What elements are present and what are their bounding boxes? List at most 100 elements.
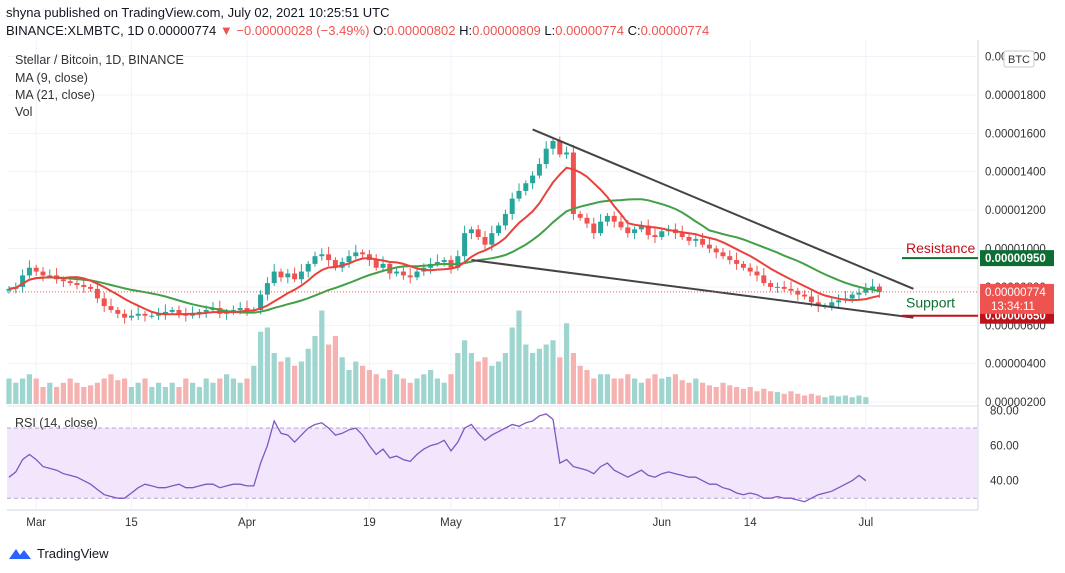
volume-bar <box>598 374 604 404</box>
candle-body <box>829 302 835 307</box>
candle-body <box>176 309 182 314</box>
volume-bar <box>13 382 19 404</box>
volume-bar <box>149 387 155 404</box>
upper-trendline <box>532 128 914 290</box>
resistance-price-text: 0.00000950 <box>985 253 1046 265</box>
candle-body <box>802 294 808 297</box>
candle-body <box>543 148 549 165</box>
legend-vol[interactable]: Vol <box>15 105 33 119</box>
rsi-line <box>8 413 867 503</box>
legend-ma21[interactable]: MA (21, close) <box>15 88 95 102</box>
volume-bar <box>67 378 73 404</box>
volume-bar <box>788 391 794 404</box>
candle-body <box>271 271 277 284</box>
volume-bar <box>434 378 440 404</box>
volume-bar <box>747 387 753 404</box>
volume-bar <box>305 348 311 404</box>
legend-title[interactable]: Stellar / Bitcoin, 1D, BINANCE <box>15 53 184 67</box>
volume-bar <box>727 385 733 404</box>
volume-bar <box>339 357 345 404</box>
volume-bar <box>863 397 869 404</box>
volume-bar <box>693 378 699 404</box>
candle-body <box>264 283 270 295</box>
tradingview-logo[interactable]: TradingView <box>8 546 109 561</box>
volume-bar <box>706 385 712 404</box>
candle-body <box>693 238 699 241</box>
candle-body <box>768 283 774 287</box>
volume-bar <box>441 382 447 404</box>
candle-body <box>40 271 46 276</box>
candle-body <box>332 260 338 268</box>
candle-body <box>516 190 522 199</box>
candle-body <box>149 315 155 317</box>
time-tick-label: 19 <box>363 517 376 529</box>
candle-body <box>305 263 311 272</box>
change-arrow-icon: ▼ <box>219 23 233 38</box>
candle-body <box>81 285 87 287</box>
volume-bar <box>734 387 740 404</box>
volume-bar <box>54 387 60 404</box>
volume-bar <box>88 385 94 404</box>
volume-bar <box>516 310 522 404</box>
price-tick-label: 0.00001200 <box>985 205 1046 217</box>
candle-body <box>414 271 420 278</box>
candle-body <box>135 313 141 316</box>
legend-ma9[interactable]: MA (9, close) <box>15 71 88 85</box>
price-change: −0.00000028 (−3.49%) <box>236 23 370 38</box>
published-line: shyna published on TradingView.com, July… <box>6 5 390 20</box>
candle-body <box>203 309 209 312</box>
price-tick-label: 0.00000200 <box>985 397 1046 409</box>
volume-bar <box>414 378 420 404</box>
volume-bar <box>264 327 270 404</box>
candle-body <box>870 286 876 289</box>
candle-body <box>244 308 250 310</box>
volume-bar <box>203 378 209 404</box>
candle-body <box>740 263 746 268</box>
low-value: 0.00000774 <box>555 23 624 38</box>
candle-body <box>509 198 515 214</box>
volume-bar <box>659 378 665 404</box>
candle-body <box>584 217 590 224</box>
time-tick-label: 17 <box>553 517 566 529</box>
moving-averages <box>8 166 880 316</box>
resistance-label: Resistance <box>906 240 975 256</box>
volume-bar <box>530 353 536 404</box>
volume-bar <box>795 393 801 404</box>
volume-bar <box>237 382 243 404</box>
volume-bar <box>169 382 175 404</box>
rsi-tick-label: 60.00 <box>990 441 1019 453</box>
volume-bars <box>6 310 869 404</box>
volume-bar <box>761 388 767 404</box>
volume-bar <box>224 374 230 404</box>
volume-bar <box>176 387 182 404</box>
volume-bar <box>557 357 563 404</box>
volume-bar <box>26 374 32 404</box>
candle-body <box>380 263 386 268</box>
volume-bar <box>94 382 100 404</box>
candle-body <box>400 271 406 276</box>
volume-bar <box>346 370 352 404</box>
countdown-text: 13:34:11 <box>991 301 1035 313</box>
candle-body <box>856 292 862 295</box>
volume-bar <box>74 382 80 404</box>
price-tick-label: 0.00001400 <box>985 167 1046 179</box>
candle-body <box>441 260 447 262</box>
candle-body <box>67 281 73 284</box>
volume-bar <box>570 353 576 404</box>
candle-body <box>128 315 134 318</box>
candle-body <box>455 256 461 268</box>
candle-body <box>645 225 651 236</box>
currency-badge-text: BTC <box>1008 54 1030 66</box>
volume-bar <box>360 365 366 404</box>
candle-body <box>475 229 481 237</box>
rsi-tick-label: 40.00 <box>990 476 1019 488</box>
volume-bar <box>332 336 338 404</box>
legend-rsi[interactable]: RSI (14, close) <box>15 416 98 430</box>
candle-body <box>312 256 318 264</box>
volume-bar <box>326 344 332 404</box>
candle-body <box>20 275 26 287</box>
candle-body <box>373 260 379 268</box>
time-tick-label: 15 <box>125 517 138 529</box>
volume-bar <box>740 388 746 404</box>
